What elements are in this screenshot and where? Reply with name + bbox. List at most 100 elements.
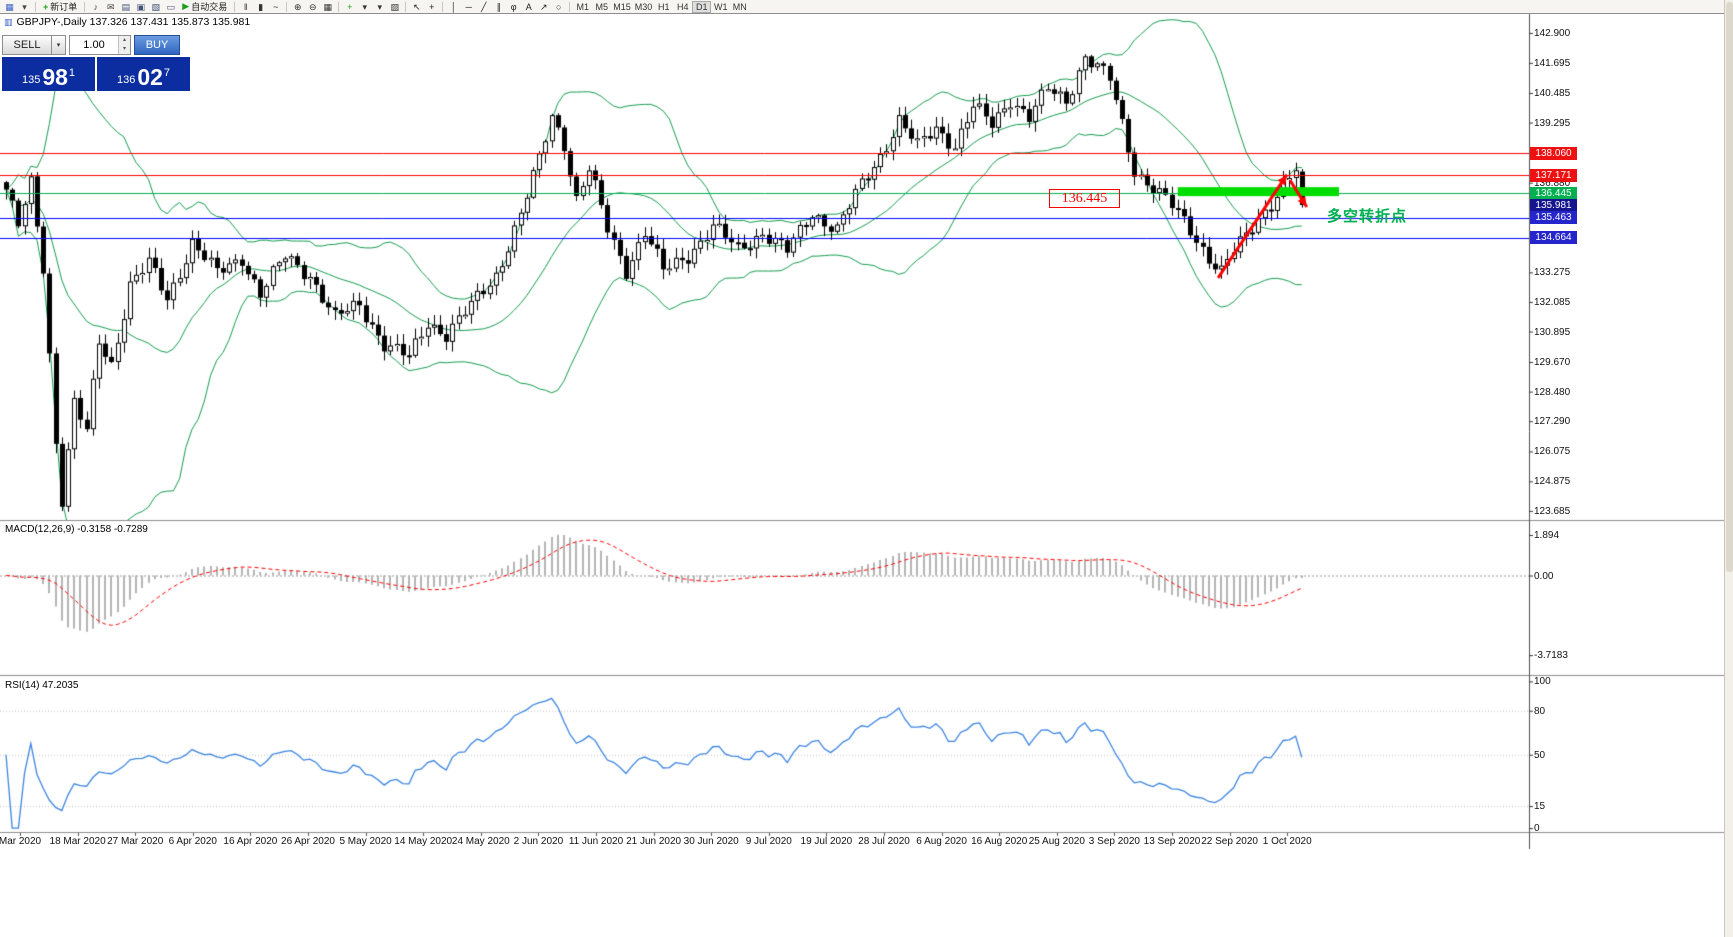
arrows-tool-icon[interactable]: ↗ [539, 1, 548, 12]
timeframe-h4[interactable]: H4 [676, 1, 689, 12]
buy-quote-button[interactable]: 136 02 7 [97, 57, 190, 91]
chart-title: ▥ GBPJPY-,Daily 137.326 137.431 135.873 … [4, 16, 250, 28]
cursor-icon[interactable]: ↖ [412, 1, 421, 12]
sound-alert-icon[interactable]: ♪ [93, 1, 99, 12]
toolbar-separator [234, 1, 236, 12]
chart-profiles-icon[interactable]: ▾ [22, 1, 27, 12]
timeframe-m5[interactable]: M5 [595, 1, 608, 12]
date-label: 5 May 2020 [339, 836, 392, 847]
chart-window-icon: ▥ [4, 16, 13, 27]
timeframe-m30[interactable]: M30 [634, 1, 653, 12]
toolbar-separator [442, 1, 444, 12]
trendline-icon[interactable]: ╱ [481, 1, 487, 12]
date-label: 14 May 2020 [394, 836, 453, 847]
price-axis-tick: 142.900 [1534, 27, 1571, 39]
zoom-out-icon[interactable]: ⊖ [308, 1, 317, 12]
date-label: 6 Apr 2020 [168, 836, 217, 847]
price-axis-tick: 139.295 [1534, 117, 1571, 129]
sell-options-dropdown[interactable]: ▾ [52, 35, 66, 55]
toolbar-separator [405, 1, 407, 12]
macd-indicator-label: MACD(12,26,9) -0.3158 -0.7289 [5, 524, 148, 535]
new-order-button[interactable]: + 新订单 [39, 1, 81, 13]
date-label: 11 Jun 2020 [568, 836, 624, 847]
candlestick-mode-icon[interactable]: ▮ [258, 1, 264, 12]
rsi-axis-tick: 80 [1534, 705, 1546, 717]
volume-up-icon[interactable]: ▴ [119, 36, 130, 45]
new-order-button-label: 新订单 [50, 2, 78, 12]
date-label: 16 Aug 2020 [971, 836, 1028, 847]
indicators-dropdown-icon[interactable]: ▾ [362, 1, 367, 12]
horizontal-line-icon[interactable]: ─ [465, 1, 472, 12]
timeframe-w1[interactable]: W1 [714, 1, 728, 12]
timeframe-d1[interactable]: D1 [692, 0, 712, 13]
vertical-line-icon[interactable]: │ [450, 1, 457, 12]
bar-chart-mode-icon[interactable]: ‖ [243, 1, 248, 12]
terminal-icon[interactable]: ▭ [166, 1, 176, 12]
new-order-button-icon: + [43, 1, 49, 12]
price-axis-label-136.445: 136.445 [1530, 186, 1577, 200]
toolbar-separator [35, 1, 36, 12]
buy-button[interactable]: BUY [134, 35, 180, 55]
market-watch-icon[interactable]: ▤ [121, 1, 131, 12]
date-label: Mar 2020 [0, 836, 42, 847]
mailbox-icon[interactable]: ✉ [107, 1, 115, 12]
price-axis-label-134.664: 134.664 [1530, 231, 1577, 245]
price-axis-tick: 127.290 [1534, 416, 1571, 428]
price-axis-label-135.463: 135.463 [1530, 211, 1577, 225]
price-axis-label-135.981: 135.981 [1530, 198, 1577, 212]
buy-price-pipette: 7 [163, 67, 171, 79]
toolbar: ▦ ▾ + 新订单 ♪ ✉ ▤ ▣ ▧ ▭ ▶ 自动交易 ‖ ▮ ~ ⊕ ⊖ ▦ + ▾ ▾ ▨ ↖ + │ ─ ╱ ∥ φ A ↗ ○ M1 M… [0, 0, 1733, 14]
date-label: 19 Jul 2020 [800, 836, 853, 847]
scrollbar-thumb[interactable] [1726, 2, 1733, 572]
templates-icon[interactable]: ▨ [390, 1, 399, 12]
volume-stepper: ▴ ▾ [118, 36, 130, 54]
date-label: 25 Aug 2020 [1028, 836, 1085, 847]
data-window-icon[interactable]: ▣ [136, 1, 146, 12]
indicators-icon[interactable]: + [347, 1, 353, 12]
timeframe-h1[interactable]: H1 [657, 1, 670, 12]
turning-point-note: 多空转折点 [1327, 208, 1408, 225]
date-label: 26 Apr 2020 [281, 836, 335, 847]
price-axis-tick: 124.875 [1534, 476, 1571, 488]
crosshair-icon[interactable]: + [429, 1, 435, 12]
rsi-axis-tick: 100 [1534, 676, 1551, 688]
date-label: 16 Apr 2020 [223, 836, 278, 847]
price-axis-tick: 130.895 [1534, 326, 1571, 338]
macd-axis-tick: 1.894 [1534, 529, 1560, 541]
date-label: 6 Aug 2020 [916, 836, 967, 847]
fibonacci-icon[interactable]: φ [510, 1, 517, 12]
buy-price-big-figure: 136 [116, 74, 136, 86]
price-axis-label-138.060: 138.060 [1530, 146, 1577, 160]
rsi-axis-tick: 0 [1534, 823, 1540, 835]
vertical-scrollbar[interactable] [1724, 0, 1733, 937]
price-axis-tick: 133.275 [1534, 267, 1571, 279]
timeframe-m15[interactable]: M15 [613, 1, 631, 12]
chevron-down-icon: ▾ [56, 42, 61, 49]
tile-windows-icon[interactable]: ▦ [323, 1, 332, 12]
macd-axis-tick: 0.00 [1534, 570, 1554, 582]
text-tool-icon[interactable]: A [525, 1, 532, 12]
navigator-icon[interactable]: ▧ [151, 1, 161, 12]
price-callout: 136.445 [1049, 189, 1120, 208]
volume-input[interactable] [70, 36, 118, 54]
sell-button[interactable]: SELL [2, 35, 52, 55]
date-label: 28 Jul 2020 [858, 836, 910, 847]
one-click-trade-panel: SELL ▾ ▴ ▾ BUY 135 98 1 136 02 7 [2, 35, 194, 91]
sell-quote-button[interactable]: 135 98 1 [2, 57, 95, 91]
line-chart-mode-icon[interactable]: ~ [273, 1, 279, 12]
rsi-axis-tick: 50 [1534, 749, 1546, 761]
date-label: 13 Sep 2020 [1143, 836, 1201, 847]
autotrading-button[interactable]: ▶ 自动交易 [178, 1, 231, 13]
zoom-in-icon[interactable]: ⊕ [293, 1, 302, 12]
channel-icon[interactable]: ∥ [496, 1, 501, 12]
periods-dropdown-icon[interactable]: ▾ [377, 1, 382, 12]
timeframe-mn[interactable]: MN [732, 1, 747, 12]
price-axis-tick: 129.670 [1534, 357, 1571, 369]
timeframe-m1[interactable]: M1 [576, 1, 589, 12]
price-axis-tick: 140.485 [1534, 87, 1571, 99]
new-chart-icon[interactable]: ▦ [5, 1, 14, 12]
autotrading-button-label: 自动交易 [191, 2, 228, 12]
shapes-tool-icon[interactable]: ○ [556, 1, 562, 12]
volume-down-icon[interactable]: ▾ [119, 45, 130, 54]
